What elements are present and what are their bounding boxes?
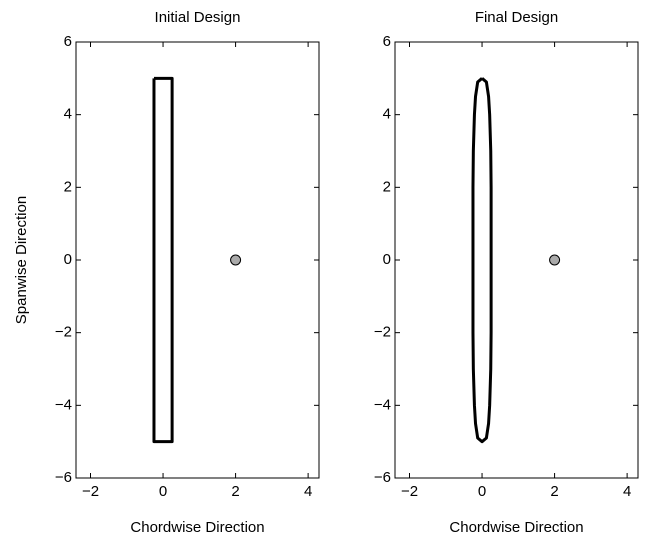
y-tick-label: −2 [55,324,72,341]
y-axis-label: Spanwise Direction [13,196,30,324]
y-tick-label: 6 [64,33,72,50]
y-tick-label: 6 [383,33,391,50]
x-tick-label: 0 [159,483,167,500]
x-tick-label: 4 [623,483,631,500]
y-tick-label: −4 [374,396,391,413]
outline [471,77,493,444]
x-tick-label: −2 [82,483,99,500]
point [549,254,561,266]
y-tick-label: 4 [383,106,391,123]
axes-box [394,41,639,479]
x-tick-label: 4 [304,483,312,500]
y-tick-label: −2 [374,324,391,341]
y-tick-label: 0 [383,251,391,268]
y-tick-label: 2 [64,178,72,195]
y-tick-label: −6 [374,469,391,486]
x-axis-label: Chordwise Direction [449,519,583,536]
x-axis-label: Chordwise Direction [130,519,264,536]
point [230,254,242,266]
x-tick-label: 0 [478,483,486,500]
x-tick-label: 2 [231,483,239,500]
axes-box [75,41,320,479]
y-tick-label: 0 [64,251,72,268]
chart-title: Final Design [475,9,558,26]
outline [152,76,174,444]
y-tick-label: −6 [55,469,72,486]
x-tick-label: −2 [401,483,418,500]
chart-title: Initial Design [155,9,241,26]
y-tick-label: 2 [383,178,391,195]
y-tick-label: 4 [64,106,72,123]
y-tick-label: −4 [55,396,72,413]
x-tick-label: 2 [550,483,558,500]
